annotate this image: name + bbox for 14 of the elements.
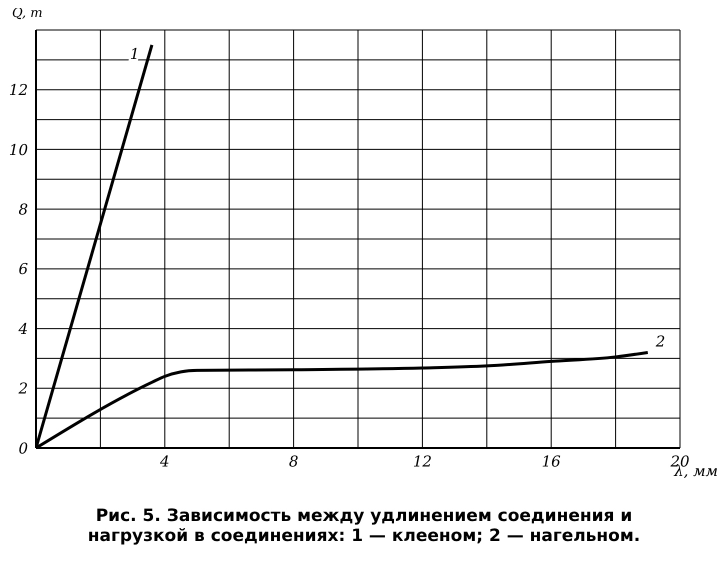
series-label: 2 <box>654 332 666 350</box>
y-tick-label: 12 <box>8 81 28 100</box>
y-tick-label: 8 <box>18 200 28 218</box>
x-tick-label: 16 <box>542 452 562 471</box>
y-tick-label: 4 <box>17 320 28 338</box>
y-tick-label: 10 <box>8 140 28 159</box>
x-tick-label: 4 <box>159 452 170 471</box>
text: Рис. 5. Зависимость между удлинением соединения и нагрузкой в соединениях: 1 — клееном; 2 — нагельном. <box>86 506 642 546</box>
x-tick-label: 12 <box>412 452 432 471</box>
y-tick-label: 0 <box>18 439 28 458</box>
y-tick-label: 6 <box>18 260 28 278</box>
x-tick-label: 8 <box>288 452 298 471</box>
y-tick-label: 2 <box>17 380 28 398</box>
series-label: 1 <box>130 44 140 63</box>
